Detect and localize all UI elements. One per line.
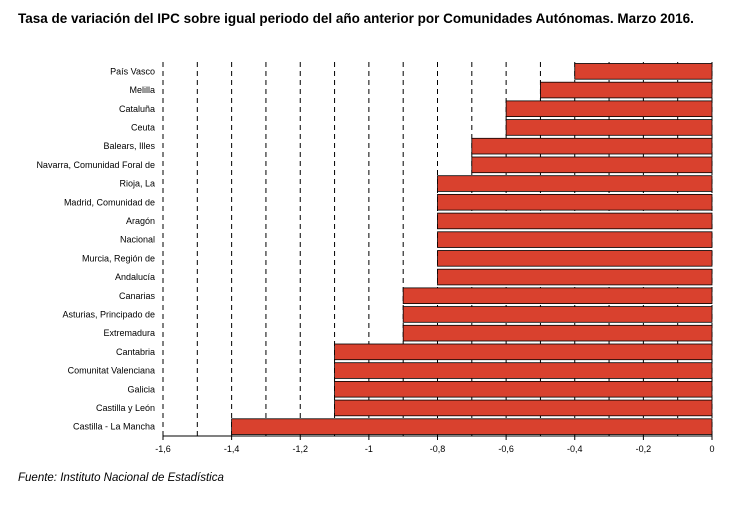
bar (540, 81, 713, 99)
bar (437, 175, 713, 192)
x-tick-label: -1,2 (292, 444, 308, 454)
category-label: Melilla (129, 85, 155, 95)
bar (402, 324, 713, 342)
category-label: Navarra, Comunidad Foral de (36, 160, 155, 170)
source-note: Fuente: Instituto Nacional de Estadístic… (18, 472, 224, 484)
bar (437, 212, 713, 230)
grid-lines (162, 62, 713, 436)
category-label: Asturias, Principado de (62, 309, 155, 319)
x-tick-label: -1,6 (155, 444, 171, 454)
category-label: Murcia, Región de (82, 253, 155, 263)
category-label: Madrid, Comunidad de (64, 197, 155, 207)
category-label: Nacional (120, 235, 155, 245)
bar (437, 250, 713, 267)
category-label: Castilla - La Mancha (73, 422, 155, 432)
x-tick-label: -0,4 (567, 444, 583, 454)
bars (231, 63, 713, 435)
category-label: Aragón (126, 216, 155, 226)
bar (471, 156, 713, 174)
bar (334, 380, 713, 398)
x-tick-label: 0 (709, 444, 714, 454)
category-label: Balears, Illes (103, 141, 155, 151)
category-label: Cantabria (116, 347, 155, 357)
x-tick-label: -0,8 (430, 444, 446, 454)
bar (402, 287, 713, 305)
bar (505, 119, 713, 136)
category-label: Canarias (119, 291, 156, 301)
category-label: País Vasco (110, 66, 155, 76)
category-label: Andalucía (115, 272, 155, 282)
category-label: Comunitat Valenciana (68, 366, 155, 376)
bar (574, 63, 713, 80)
x-tick-label: -0,6 (498, 444, 514, 454)
category-label: Ceuta (131, 122, 155, 132)
bar (334, 362, 713, 379)
x-tick-label: -0,2 (636, 444, 652, 454)
category-label: Castilla y León (96, 403, 155, 413)
chart-title: Tasa de variación del IPC sobre igual pe… (18, 11, 694, 26)
category-label: Extremadura (103, 328, 155, 338)
bar (402, 306, 713, 323)
bar (231, 418, 713, 435)
bar (437, 231, 713, 248)
category-label: Galicia (127, 384, 155, 394)
bar (334, 343, 713, 361)
x-tick-label: -1 (365, 444, 373, 454)
bar (437, 268, 713, 286)
bar (334, 399, 713, 417)
x-axis: -1,6 -1,4 -1,2 -1 -0,8 -0,6 -0,4 -0,2 0 (155, 435, 715, 454)
category-labels: País Vasco Melilla Cataluña Ceuta Balears, I… (36, 66, 155, 431)
category-label: Cataluña (119, 104, 155, 114)
bar (471, 137, 713, 155)
category-label: Rioja, La (119, 179, 155, 189)
bar (505, 100, 713, 118)
x-tick-label: -1,4 (224, 444, 240, 454)
bar (437, 193, 713, 211)
